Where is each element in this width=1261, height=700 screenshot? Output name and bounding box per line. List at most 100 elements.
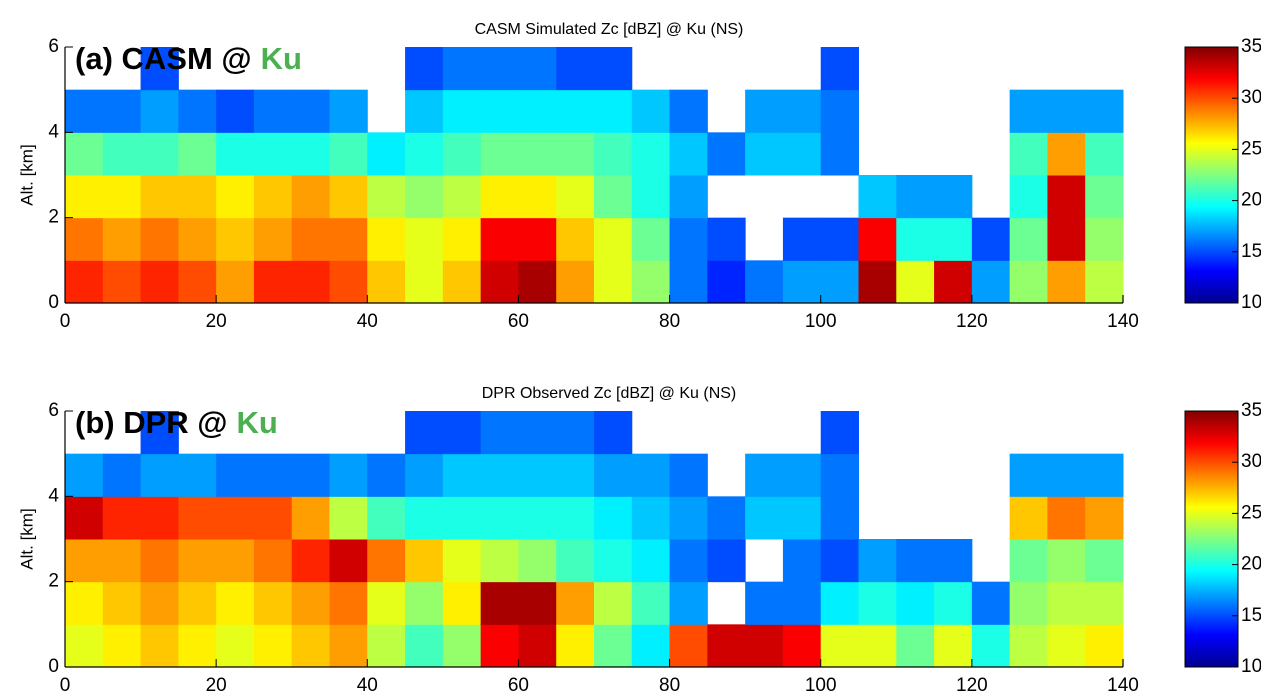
heatmap-cell [216, 496, 255, 540]
heatmap-cell [669, 132, 708, 176]
heatmap-cell [518, 496, 557, 540]
heatmap-cell [1085, 132, 1124, 176]
heatmap-cell [1085, 539, 1124, 583]
heatmap-cell [858, 539, 897, 583]
heatmap-cell [329, 175, 368, 219]
heatmap-cell [480, 47, 519, 91]
heatmap-cell [820, 260, 859, 304]
heatmap-cell [140, 47, 179, 91]
chart-title: CASM Simulated Zc [dBZ] @ Ku (NS) [475, 21, 744, 38]
x-tick-label: 100 [805, 311, 837, 332]
heatmap-cell [329, 624, 368, 668]
heatmap-cell [1009, 581, 1048, 625]
colorbar-tick-label: 25 [1241, 138, 1261, 159]
heatmap-cell [518, 89, 557, 133]
heatmap-cell [820, 453, 859, 497]
heatmap-cell [253, 453, 293, 497]
heatmap-cell [102, 89, 142, 133]
heatmap-cell [1009, 217, 1048, 261]
heatmap-cell [1009, 453, 1048, 497]
heatmap-cell [971, 260, 1011, 304]
y-tick-label: 0 [48, 292, 59, 313]
heatmap-cell [367, 624, 406, 668]
heatmap-cell [367, 132, 406, 176]
heatmap-cell [820, 89, 859, 133]
heatmap-cell [782, 132, 822, 176]
heatmap-cell [291, 496, 330, 540]
x-tick-label: 140 [1107, 675, 1139, 695]
heatmap-cell [442, 217, 482, 261]
heatmap-cell [518, 132, 557, 176]
heatmap-cell [896, 217, 935, 261]
heatmap-cell [367, 496, 406, 540]
heatmap-cell [367, 581, 406, 625]
heatmap-cell [896, 260, 935, 304]
x-tick-label: 80 [659, 675, 680, 695]
heatmap-cell [442, 411, 482, 455]
heatmap-cell [820, 581, 859, 625]
heatmap-cell [934, 175, 973, 219]
heatmap-cell [820, 132, 859, 176]
x-tick-label: 20 [206, 311, 227, 332]
heatmap-cell [669, 581, 708, 625]
heatmap-cell [745, 496, 784, 540]
heatmap-cell [65, 581, 104, 625]
colorbar [1184, 410, 1239, 668]
heatmap-cell [329, 260, 368, 304]
heatmap-cell [178, 581, 217, 625]
chart-title: DPR Observed Zc [dBZ] @ Ku (NS) [482, 385, 737, 402]
heatmap-cell [178, 453, 217, 497]
heatmap-cell [631, 89, 671, 133]
heatmap-cell [1009, 496, 1048, 540]
heatmap-cell [1085, 217, 1124, 261]
heatmap-cell [518, 47, 557, 91]
heatmap-cell [745, 624, 784, 668]
heatmap-cell [858, 260, 897, 304]
heatmap-cell [745, 89, 784, 133]
heatmap-cell [782, 217, 822, 261]
heatmap-cell [480, 89, 519, 133]
y-tick-label: 4 [48, 121, 59, 142]
heatmap-cell [896, 624, 935, 668]
heatmap-cell [669, 624, 708, 668]
heatmap-cell [556, 453, 595, 497]
heatmap-cell [367, 539, 406, 583]
heatmap-cell [1009, 175, 1048, 219]
heatmap-cell [1047, 496, 1086, 540]
heatmap-cell [1085, 453, 1124, 497]
colorbar-tick-label: 15 [1241, 241, 1261, 262]
heatmap-cell [102, 132, 142, 176]
heatmap-cell [405, 581, 444, 625]
heatmap-cell [140, 411, 179, 455]
heatmap-cell [140, 496, 179, 540]
heatmap-cell [1009, 260, 1048, 304]
heatmap-cell [480, 539, 519, 583]
heatmap-cell [216, 89, 255, 133]
heatmap-cell [556, 175, 595, 219]
heatmap-cell [556, 132, 595, 176]
heatmap-cell [291, 539, 330, 583]
heatmap-cell [1047, 217, 1086, 261]
heatmap-cell [216, 217, 255, 261]
heatmap-cell [556, 496, 595, 540]
x-tick-label: 100 [805, 675, 837, 695]
heatmap-cell [140, 89, 179, 133]
x-tick-label: 120 [956, 311, 988, 332]
heatmap-cell [329, 217, 368, 261]
heatmap-cell [858, 624, 897, 668]
heatmap-cell [291, 453, 330, 497]
heatmap-cell [140, 260, 179, 304]
heatmap-cells [65, 411, 1124, 668]
heatmap-cell [934, 217, 973, 261]
heatmap-cell [442, 539, 482, 583]
heatmap-cell [556, 581, 595, 625]
heatmap-cell [102, 496, 142, 540]
y-tick-label: 6 [48, 36, 59, 57]
heatmap-cell [934, 539, 973, 583]
heatmap-cell [631, 624, 671, 668]
heatmap-cell [442, 496, 482, 540]
heatmap-cell [745, 453, 784, 497]
y-tick-label: 0 [48, 656, 59, 677]
heatmap-cell [329, 581, 368, 625]
heatmap-cell [858, 175, 897, 219]
